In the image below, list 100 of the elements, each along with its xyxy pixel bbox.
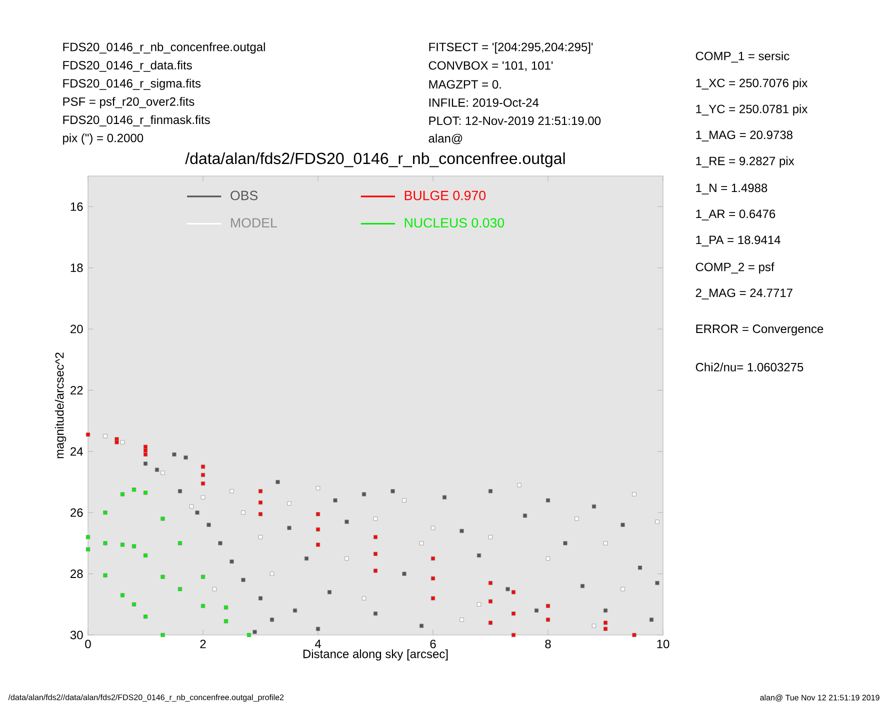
point	[419, 541, 424, 546]
y-tick-label: 22	[70, 386, 83, 394]
point	[114, 440, 119, 444]
text: 2_MAG = 24.7717	[696, 288, 792, 300]
point	[206, 522, 211, 527]
point	[638, 566, 642, 570]
legend-label: MODEL	[231, 218, 277, 228]
point	[86, 547, 90, 552]
point	[252, 630, 257, 634]
point	[230, 560, 234, 564]
point	[488, 620, 493, 625]
point	[316, 542, 320, 547]
point	[195, 510, 200, 515]
point	[160, 574, 165, 579]
text: pix (") = 0.2000	[63, 133, 144, 145]
y-tick-label: 20	[70, 324, 83, 334]
point	[476, 602, 482, 606]
point	[506, 587, 510, 592]
point	[344, 520, 349, 524]
text: PLOT: 12-Nov-2019 21:51:19.00	[429, 116, 601, 126]
x-tick-label: 4	[314, 640, 321, 648]
point	[200, 481, 206, 486]
legend-label: NUCLEUS 0.030	[404, 218, 504, 228]
point	[230, 489, 234, 494]
text: COMP_1 = sersic	[696, 51, 790, 63]
point	[160, 516, 165, 521]
point	[172, 452, 176, 457]
point	[143, 553, 148, 558]
point	[362, 492, 366, 496]
point	[344, 556, 349, 561]
text: FDS20_0146_r_nb_concenfree.outgal	[63, 42, 265, 54]
point	[430, 556, 436, 561]
point	[103, 573, 108, 578]
text: FDS20_0146_r_sigma.fits	[63, 78, 201, 90]
point	[517, 483, 522, 488]
y-tick-label: 30	[70, 630, 83, 640]
point	[316, 527, 320, 532]
point	[603, 608, 608, 613]
point	[546, 498, 550, 502]
point	[546, 618, 550, 622]
point	[430, 596, 436, 600]
point	[327, 590, 332, 594]
point	[488, 535, 493, 540]
y-axis-title: magnitude/arcsec^2	[54, 352, 66, 458]
point	[362, 596, 366, 600]
point	[103, 541, 108, 546]
text: alan@ Tue Nov 12 21:51:19 2019	[760, 694, 880, 702]
text: 1_MAG = 20.9738	[696, 130, 792, 142]
point	[592, 624, 596, 628]
x-tick-label: 0	[85, 640, 91, 648]
point	[511, 612, 516, 616]
point	[511, 632, 516, 638]
point	[241, 510, 246, 515]
point	[103, 510, 108, 515]
point	[120, 593, 125, 598]
point	[402, 498, 406, 502]
point	[120, 542, 125, 547]
legend-label: BULGE 0.970	[404, 190, 486, 200]
point	[460, 618, 464, 622]
point	[218, 541, 222, 546]
point	[241, 578, 246, 582]
point	[316, 512, 320, 516]
point	[287, 526, 292, 530]
point	[373, 535, 378, 540]
point	[200, 495, 206, 500]
x-tick-label: 8	[545, 640, 551, 648]
point	[316, 486, 320, 490]
text: FDS20_0146_r_data.fits	[63, 60, 192, 72]
point	[442, 495, 447, 500]
text: INFILE: 2019-Oct-24	[429, 98, 539, 107]
point	[224, 619, 228, 624]
point	[333, 498, 338, 502]
point	[430, 576, 436, 580]
text: alan@	[428, 134, 462, 144]
point	[292, 608, 298, 613]
point	[143, 490, 148, 495]
point	[143, 444, 148, 449]
y-tick-label: 16	[70, 202, 83, 211]
point	[580, 584, 585, 588]
point	[620, 587, 625, 592]
x-tick-label: 2	[200, 640, 206, 648]
point	[276, 480, 280, 484]
point	[655, 580, 660, 586]
point	[476, 553, 482, 558]
text: 1_YC = 250.0781 pix	[696, 104, 808, 116]
point	[304, 556, 309, 561]
point	[632, 632, 636, 638]
point	[143, 452, 148, 457]
point	[200, 574, 206, 579]
point	[120, 492, 125, 496]
point	[390, 489, 395, 494]
point	[246, 632, 252, 638]
point	[154, 468, 160, 472]
point	[603, 626, 608, 631]
point	[160, 632, 165, 638]
point	[287, 501, 292, 506]
point	[488, 489, 493, 494]
text: 1_XC = 250.7076 pix	[696, 78, 808, 90]
text: COMP_2 = psf	[696, 262, 774, 274]
point	[200, 472, 206, 478]
